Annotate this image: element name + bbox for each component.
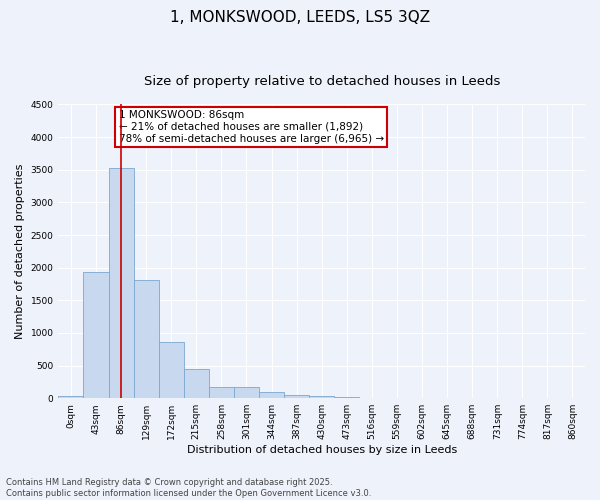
Bar — [134, 280, 159, 398]
Bar — [184, 369, 209, 398]
Y-axis label: Number of detached properties: Number of detached properties — [15, 164, 25, 339]
Bar — [209, 387, 234, 398]
X-axis label: Distribution of detached houses by size in Leeds: Distribution of detached houses by size … — [187, 445, 457, 455]
Bar — [309, 396, 334, 398]
Bar — [83, 272, 109, 398]
Bar — [159, 342, 184, 398]
Bar — [284, 394, 309, 398]
Bar — [259, 392, 284, 398]
Bar — [58, 396, 83, 398]
Bar — [234, 388, 259, 398]
Text: 1 MONKSWOOD: 86sqm
← 21% of detached houses are smaller (1,892)
78% of semi-deta: 1 MONKSWOOD: 86sqm ← 21% of detached hou… — [119, 110, 384, 144]
Bar — [109, 168, 134, 398]
Title: Size of property relative to detached houses in Leeds: Size of property relative to detached ho… — [143, 75, 500, 88]
Text: 1, MONKSWOOD, LEEDS, LS5 3QZ: 1, MONKSWOOD, LEEDS, LS5 3QZ — [170, 10, 430, 25]
Text: Contains HM Land Registry data © Crown copyright and database right 2025.
Contai: Contains HM Land Registry data © Crown c… — [6, 478, 371, 498]
Bar — [334, 396, 359, 398]
